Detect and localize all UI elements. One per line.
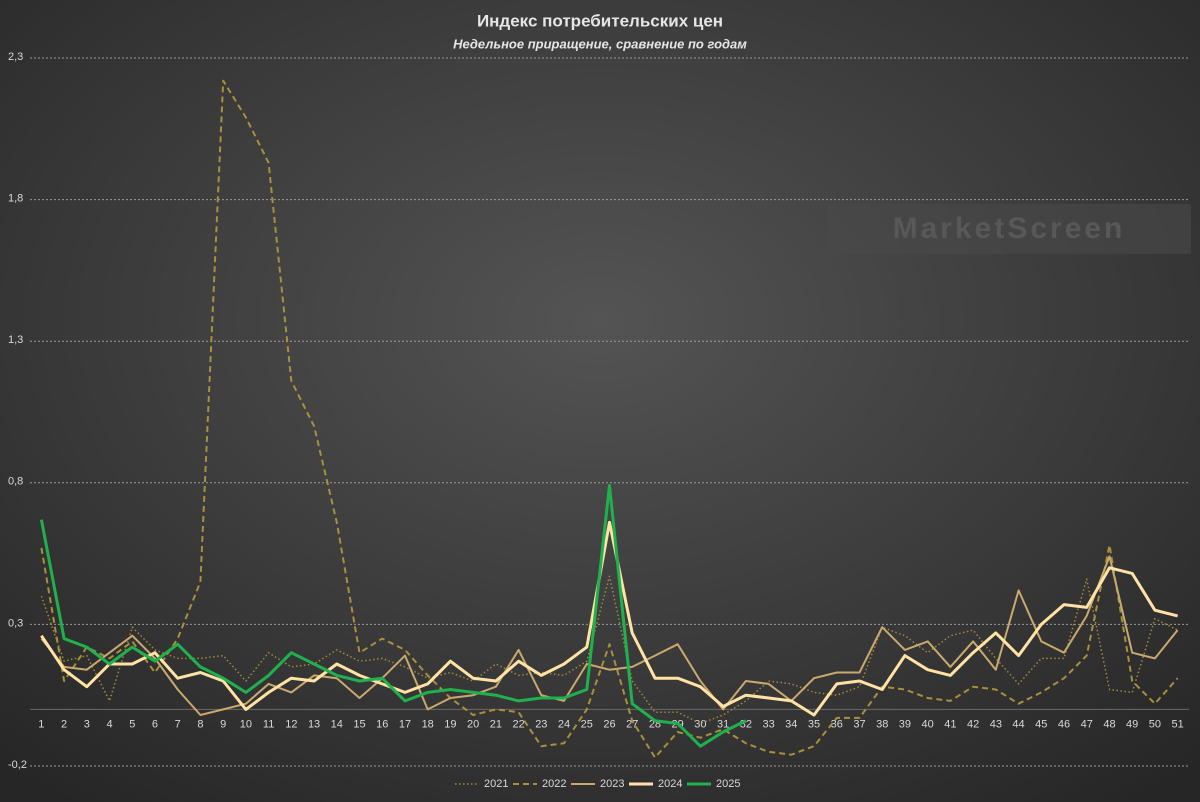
x-tick-label: 23 — [535, 718, 547, 730]
x-tick-label: 40 — [922, 718, 934, 730]
x-tick-label: 50 — [1149, 718, 1161, 730]
x-tick-label: 4 — [106, 718, 112, 730]
series-line — [40, 575, 1178, 725]
x-tick-label: 11 — [263, 718, 274, 730]
chart-title: Индекс потребительских цен — [477, 11, 723, 30]
watermark-box — [827, 204, 1191, 254]
x-tick-label: 13 — [308, 718, 320, 730]
x-tick-label: 22 — [512, 718, 524, 730]
y-tick-label: 1,8 — [8, 193, 23, 205]
series-line — [40, 555, 1179, 716]
series-line — [39, 484, 747, 748]
x-tick-label: 2 — [61, 718, 67, 730]
x-tick-label: 49 — [1126, 718, 1138, 730]
x-tick-label: 9 — [220, 718, 226, 730]
x-tick-label: 46 — [1058, 718, 1070, 730]
x-tick-label: 47 — [1081, 718, 1093, 730]
x-tick-label: 31 — [717, 718, 729, 730]
x-tick-label: 20 — [467, 718, 479, 730]
x-tick-label: 16 — [376, 718, 388, 730]
legend-label: 2021 — [484, 778, 508, 790]
x-tick-label: 43 — [990, 718, 1002, 730]
legend-label: 2025 — [716, 778, 740, 790]
y-tick-label: -0,2 — [8, 759, 27, 771]
y-tick-label: 0,8 — [8, 476, 23, 488]
x-tick-label: 37 — [853, 718, 865, 730]
x-tick-label: 18 — [422, 718, 434, 730]
x-tick-label: 6 — [152, 718, 158, 730]
x-tick-label: 24 — [558, 718, 570, 730]
x-tick-label: 48 — [1103, 718, 1115, 730]
y-tick-label: 0,3 — [8, 617, 23, 629]
x-tick-label: 26 — [603, 718, 615, 730]
x-tick-label: 51 — [1172, 718, 1184, 730]
x-tick-label: 44 — [1012, 718, 1024, 730]
x-tick-label: 36 — [831, 718, 843, 730]
legend-label: 2023 — [600, 778, 624, 790]
y-tick-label: 1,3 — [8, 334, 23, 346]
x-tick-label: 33 — [762, 718, 774, 730]
x-tick-label: 12 — [285, 718, 297, 730]
legend-label: 2024 — [658, 778, 682, 790]
watermark: MarketScreen — [893, 212, 1126, 245]
x-tick-label: 25 — [581, 718, 593, 730]
x-tick-label: 3 — [84, 718, 90, 730]
x-tick-label: 39 — [899, 718, 911, 730]
x-tick-label: 8 — [197, 718, 203, 730]
x-tick-label: 34 — [785, 718, 797, 730]
x-tick-label: 21 — [490, 718, 502, 730]
x-tick-label: 19 — [444, 718, 456, 730]
x-tick-label: 1 — [38, 718, 44, 730]
x-tick-label: 41 — [944, 718, 956, 730]
x-tick-label: 5 — [129, 718, 135, 730]
x-tick-label: 14 — [331, 718, 343, 730]
x-tick-label: 45 — [1035, 718, 1047, 730]
x-tick-label: 10 — [240, 718, 252, 730]
x-tick-label: 30 — [694, 718, 706, 730]
legend-label: 2022 — [542, 778, 566, 790]
chart-subtitle: Недельное приращение, сравнение по годам — [453, 36, 747, 51]
y-tick-label: 2,3 — [8, 51, 23, 63]
x-tick-label: 35 — [808, 718, 820, 730]
x-tick-label: 15 — [353, 718, 365, 730]
series-line — [40, 520, 1178, 717]
x-tick-label: 38 — [876, 718, 888, 730]
series-line — [40, 79, 1179, 759]
x-tick-label: 42 — [967, 718, 979, 730]
x-tick-label: 17 — [399, 718, 411, 730]
x-tick-label: 7 — [175, 718, 181, 730]
